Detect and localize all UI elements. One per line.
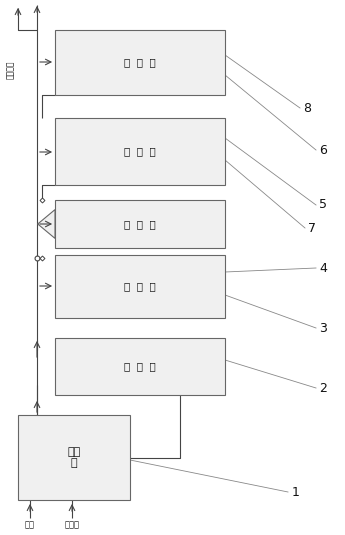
Text: 精  分  离: 精 分 离 — [124, 219, 156, 229]
Bar — [55, 118, 225, 185]
Text: 2: 2 — [319, 381, 327, 394]
Text: 1: 1 — [292, 485, 299, 499]
Polygon shape — [38, 210, 55, 239]
Text: 反应
釜: 反应 釜 — [67, 447, 81, 468]
Bar — [55, 338, 225, 395]
Text: 尾气处理: 尾气处理 — [6, 61, 14, 79]
Text: 粗  馏  塔: 粗 馏 塔 — [124, 281, 156, 292]
Text: 冷  凝  塔: 冷 凝 塔 — [124, 57, 156, 67]
Bar — [18, 415, 130, 500]
Text: 3: 3 — [319, 322, 327, 334]
Bar — [55, 200, 225, 248]
Bar — [55, 30, 225, 95]
Text: 5: 5 — [319, 198, 327, 211]
Text: 7: 7 — [308, 221, 316, 234]
Text: 溴素气: 溴素气 — [65, 521, 79, 530]
Text: 6: 6 — [319, 143, 327, 157]
Text: 氟气: 氟气 — [25, 521, 35, 530]
Text: 精  馏  塔: 精 馏 塔 — [124, 147, 156, 157]
Text: 蒸  馏  塔: 蒸 馏 塔 — [124, 362, 156, 371]
Text: 4: 4 — [319, 262, 327, 274]
Bar — [55, 255, 225, 318]
Text: 8: 8 — [304, 102, 312, 114]
